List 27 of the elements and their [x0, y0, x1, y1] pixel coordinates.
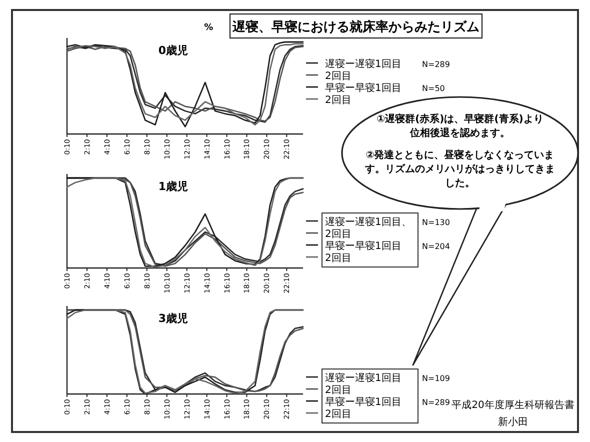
text: N=289 — [422, 60, 450, 69]
legend-label: 2回目 — [325, 229, 352, 240]
legend-label: 2回目 — [325, 409, 352, 420]
legend-label: 遅寝ー遅寝1回目、 — [325, 216, 412, 228]
legend-label: 2回目 — [325, 385, 352, 396]
legend-label: 2回目 — [325, 95, 352, 106]
legend-label: 遅寝ー遅寝1回目 — [325, 372, 402, 384]
y-axis-title: % — [204, 23, 214, 33]
text: N=289 — [422, 398, 450, 407]
legend-label: 2回目 — [325, 253, 352, 264]
text: N=204 — [422, 242, 450, 251]
legend-label: 早寝ー早寝1回目 — [325, 396, 402, 408]
text: N=130 — [422, 218, 450, 227]
text: N=50 — [422, 84, 445, 93]
text: 平成20年度厚生科研報告書 — [452, 399, 574, 411]
chart-title: 3歳児 — [158, 312, 188, 325]
legend-label: 2回目 — [325, 71, 352, 82]
text: ①遅寝群(赤系)は、早寝群(青系)より位相後退を認めます。 — [376, 113, 544, 139]
legend-label: 遅寝ー遅寝1回目 — [325, 58, 402, 70]
chart-title: 0歳児 — [158, 44, 188, 57]
legend-label: 早寝ー早寝1回目 — [325, 240, 402, 252]
text: 新小田 — [498, 416, 528, 428]
chart-title: 1歳児 — [158, 180, 188, 193]
text: ②発達とともに、昼寝をしなくなっています。リズムのメリハリがはっきりしてきました。 — [364, 149, 555, 189]
text: N=109 — [422, 374, 450, 383]
text: 遅寝、早寝における就床率からみたリズム — [232, 19, 480, 35]
legend-label: 早寝ー早寝1回目 — [325, 82, 402, 94]
